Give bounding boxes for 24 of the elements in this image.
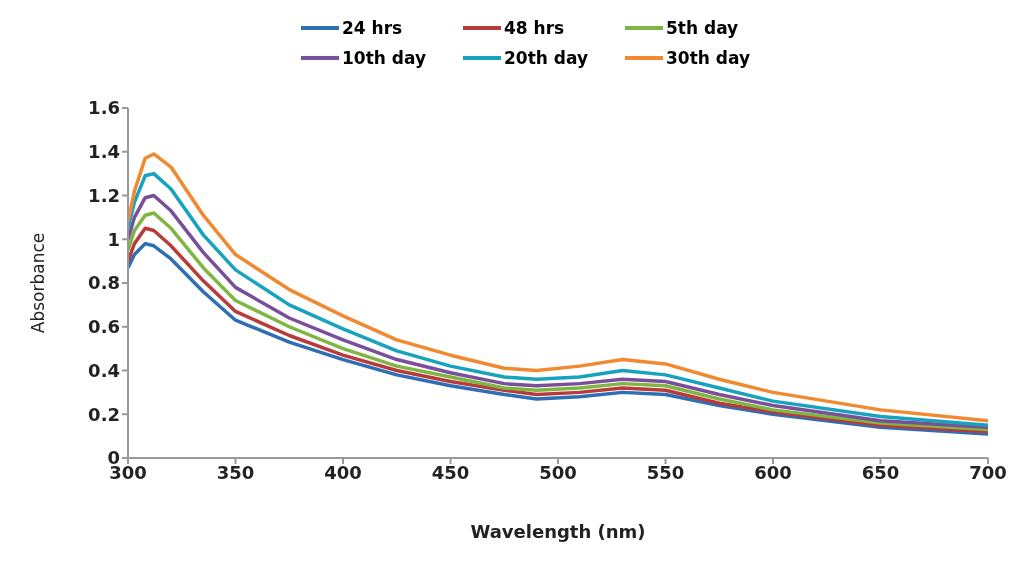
y-tick-label: 1.4 [88, 141, 120, 163]
x-tick-label: 650 [861, 461, 900, 483]
x-tick-label: 700 [969, 461, 1007, 483]
legend-label: 5th day [666, 18, 739, 38]
x-tick-label: 450 [431, 461, 470, 483]
x-tick-label: 400 [324, 461, 362, 483]
y-tick-label: 1.2 [88, 184, 120, 206]
legend-label: 24 hrs [342, 18, 403, 38]
x-tick-label: 550 [646, 461, 685, 483]
x-axis-title: Wavelength (nm) [470, 521, 646, 542]
y-tick-label: 0.4 [88, 359, 120, 381]
y-tick-label: 0.2 [88, 403, 120, 425]
legend-label: 30th day [666, 48, 751, 68]
y-tick-label: 0.6 [88, 316, 120, 338]
legend-label: 10th day [342, 48, 427, 68]
legend-label: 20th day [504, 48, 589, 68]
x-tick-label: 350 [216, 461, 255, 483]
x-tick-label: 500 [539, 461, 577, 483]
y-tick-label: 1 [107, 228, 120, 250]
legend-label: 48 hrs [504, 18, 565, 38]
y-axis-title: Absorbance [28, 232, 49, 334]
x-tick-label: 600 [754, 461, 792, 483]
y-tick-label: 0.8 [88, 272, 120, 294]
y-tick-label: 1.6 [88, 97, 120, 119]
